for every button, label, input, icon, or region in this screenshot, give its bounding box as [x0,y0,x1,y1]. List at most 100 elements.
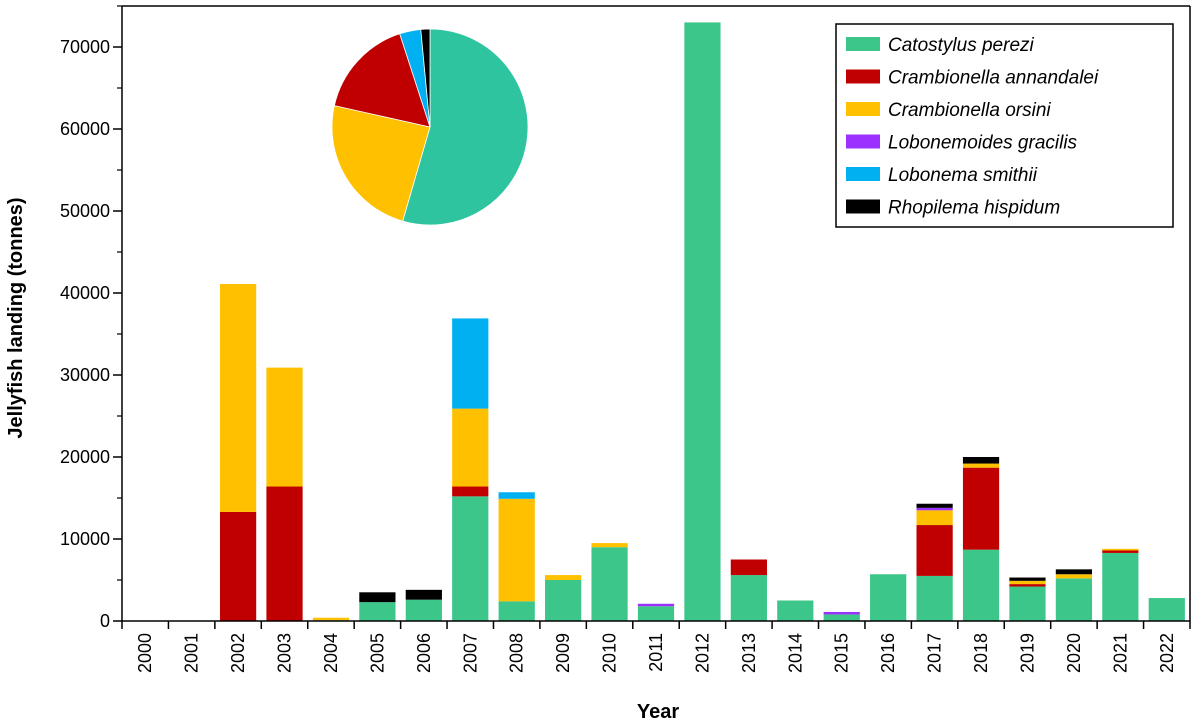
pie-slice-catostylus-perezi [402,28,529,226]
pie-slice-crambionella-annandalei [333,33,431,128]
bar-2007-crambionella-annandalei [452,486,489,497]
bar-2002-crambionella-orsini [219,283,257,512]
legend-label: Crambionella annandalei [888,68,1099,89]
x-tick-label: 2011 [646,633,666,672]
x-tick-label: 2018 [971,633,991,673]
bar-2017-rhopilema-hispidum [916,503,953,508]
bar-2015-catostylus-perezi [823,614,860,621]
x-ticks: 2000 2001 2002 2003 2004 2005 2006 2007 2008 2009… [121,621,1191,673]
bar-2007-lobonema-smithii [452,318,489,409]
inset-pie-chart [331,28,529,226]
x-tick-label: 2020 [1064,633,1084,673]
legend-label: Catostylus perezi [888,35,1035,56]
pie-slice-rhopilema-hispidum [420,28,431,128]
bar-2017-catostylus-perezi [916,575,953,621]
bar-2020-crambionella-orsini [1055,574,1093,579]
bar-2004-crambionella-orsini [312,617,350,621]
bar-2010-catostylus-perezi [591,547,628,621]
x-tick-label: 2015 [832,633,852,673]
bar-2005-catostylus-perezi [359,602,396,621]
y-tick-label: 0 [100,611,110,631]
x-tick-label: 2017 [925,633,945,673]
y-ticks: 0 10000 20000 30000 40000 50000 60000 70000 [60,5,122,631]
bar-2019-crambionella-orsini [1009,580,1046,585]
x-tick-label: 2007 [460,633,480,673]
bar-2008-catostylus-perezi [498,601,535,621]
x-tick-label: 2004 [321,633,341,673]
y-tick-label: 10000 [60,529,110,549]
pie-slice-crambionella-orsini [331,105,431,222]
bar-2017-lobonemoides-gracilis [916,507,953,511]
legend-swatch [846,102,880,116]
bar-2021-crambionella-annandalei [1102,550,1139,553]
x-tick-label: 2016 [878,633,898,673]
bar-2007-crambionella-orsini [452,408,489,487]
x-tick-label: 2014 [785,633,805,673]
legend-swatch [846,37,880,51]
bar-2010-crambionella-orsini [591,543,628,548]
bar-2018-crambionella-orsini [962,463,1000,468]
bar-2018-catostylus-perezi [962,549,1000,621]
bar-2014-catostylus-perezi [777,600,814,621]
bar-2008-lobonema-smithii [498,492,535,499]
x-tick-label: 2013 [739,633,759,673]
legend-label: Rhopilema hispidum [888,198,1060,219]
bar-2012-catostylus-perezi [684,22,721,621]
legend: Catostylus perezi Crambionella annandalei… [835,23,1174,228]
bar-2005-rhopilema-hispidum [359,592,396,603]
bar-2017-crambionella-annandalei [916,525,953,576]
legend-swatch [846,134,880,149]
y-tick-label: 20000 [60,447,110,467]
bar-2017-crambionella-orsini [916,510,953,526]
axes-layer [121,5,1191,622]
x-tick-label: 2021 [1110,633,1130,673]
x-tick-label: 2000 [135,633,155,673]
bar-2003-crambionella-annandalei [266,486,303,621]
x-tick-label: 2010 [600,633,620,673]
x-tick-label: 2012 [692,633,712,673]
x-tick-label: 2003 [275,633,295,673]
bar-2006-catostylus-perezi [405,599,442,621]
x-tick-label: 2001 [182,633,202,673]
bar-2019-catostylus-perezi [1009,586,1046,621]
legend-label: Crambionella orsini [888,100,1051,121]
bar-2002-crambionella-annandalei [219,511,257,621]
bar-2020-catostylus-perezi [1055,578,1093,621]
x-tick-label: 2022 [1157,633,1177,673]
x-axis-title: Year [637,701,679,723]
y-axis-title: Jellyfish landing (tonnes) [5,197,27,438]
bar-2011-catostylus-perezi [637,606,675,621]
legend-label: Lobonema smithii [888,165,1038,186]
bar-2007-catostylus-perezi [452,496,489,621]
bar-2018-rhopilema-hispidum [962,457,1000,464]
x-tick-label: 2008 [507,633,527,673]
bar-2016-catostylus-perezi [870,574,907,621]
bar-2019-rhopilema-hispidum [1009,577,1046,581]
legend-label: Lobonemoides gracilis [888,133,1078,154]
bar-2008-crambionella-orsini [498,498,535,602]
legend-box [835,23,1174,228]
bar-2021-catostylus-perezi [1102,552,1139,621]
y-tick-label: 40000 [60,283,110,303]
bar-2013-catostylus-perezi [730,575,767,621]
bar-2011-lobonemoides-gracilis [637,603,675,607]
x-tick-label: 2009 [553,633,573,673]
bar-2009-crambionella-orsini [545,575,582,580]
x-tick-label: 2006 [414,633,434,673]
y-tick-label: 50000 [60,201,110,221]
bar-2020-rhopilema-hispidum [1055,569,1093,575]
bar-2003-crambionella-orsini [266,367,303,487]
bar-2019-crambionella-annandalei [1009,584,1046,587]
y-tick-label: 30000 [60,365,110,385]
x-tick-label: 2002 [228,633,248,673]
bar-2021-crambionella-orsini [1102,548,1139,551]
bar-2015-lobonemoides-gracilis [823,611,860,615]
legend-swatch [846,69,880,84]
bar-2022-catostylus-perezi [1148,598,1185,621]
legend-swatch [846,167,880,181]
legend-swatch [846,199,880,214]
bar-2009-catostylus-perezi [545,580,582,621]
bar-2006-rhopilema-hispidum [405,589,442,600]
bars-layer [219,22,1185,621]
